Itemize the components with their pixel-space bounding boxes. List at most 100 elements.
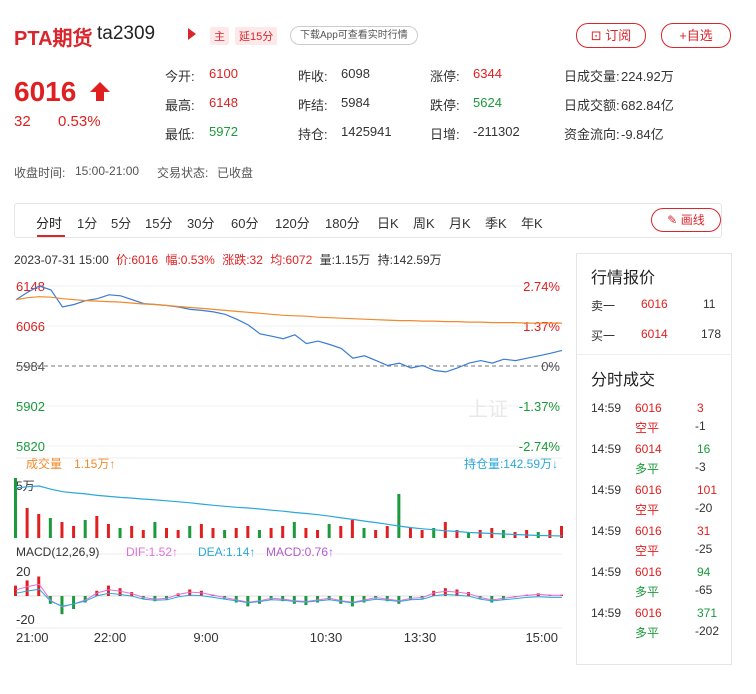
stat-label: 日增: xyxy=(430,127,460,142)
macd-bar xyxy=(106,585,110,596)
stat-value: 1425941 xyxy=(341,124,392,139)
macd-bar xyxy=(455,589,459,596)
macd-bar xyxy=(292,596,296,604)
trade-volume: 101 xyxy=(697,483,718,497)
info-bar: 2023-07-31 15:00 价:6016 幅:0.53% 涨跌:32 均:… xyxy=(14,251,446,268)
trades-panel-title: 分时成交 xyxy=(591,372,656,389)
tab-4[interactable]: 30分 xyxy=(187,216,215,231)
stat-label: 涨停: xyxy=(430,69,460,84)
macd-bar xyxy=(339,596,343,604)
trade-volume: 94 xyxy=(697,565,711,579)
volume-bar xyxy=(397,494,401,538)
add-favorite-button[interactable]: +自选 xyxy=(661,23,731,48)
tab-6[interactable]: 120分 xyxy=(275,216,310,231)
trade-time: 14:59 xyxy=(591,524,622,538)
quote-panel-title: 行情报价 xyxy=(591,270,656,287)
tab-10[interactable]: 月K xyxy=(449,216,471,231)
tab-0[interactable]: 分时 xyxy=(36,216,63,231)
stat-value: 6100 xyxy=(209,66,238,81)
macd-bar xyxy=(188,589,192,596)
y-tick-right: -1.37% xyxy=(519,399,561,414)
macd-bar xyxy=(37,576,41,596)
tab-8[interactable]: 日K xyxy=(377,216,399,231)
volume-bar xyxy=(211,528,215,538)
stat-label: 持仓: xyxy=(298,127,328,142)
x-tick: 10:30 xyxy=(310,630,343,645)
volume-bar xyxy=(14,478,17,538)
volume-bar xyxy=(420,530,424,538)
stat-label: 日成交量: xyxy=(564,69,620,84)
download-app-button[interactable]: 下载App可查看实时行情 xyxy=(290,26,418,45)
price-change: 32 xyxy=(14,113,31,130)
macd-bar xyxy=(316,596,320,603)
volume-bar xyxy=(48,518,52,538)
tab-12[interactable]: 年K xyxy=(521,216,543,231)
trade-delta: -202 xyxy=(695,624,720,638)
macd-bar xyxy=(118,588,122,596)
stat-label: 昨结: xyxy=(298,98,328,113)
trade-type: 多平 xyxy=(635,462,660,476)
bid-volume: 178 xyxy=(701,327,722,341)
trade-volume: 3 xyxy=(697,401,704,415)
stat-value: 6344 xyxy=(473,66,502,81)
volume-bar xyxy=(316,530,320,538)
volume-bar xyxy=(432,528,436,538)
volume-bar xyxy=(281,526,285,538)
stat-value: 5624 xyxy=(473,95,502,110)
ask-volume: 11 xyxy=(703,297,716,311)
up-arrow-stem xyxy=(96,91,104,101)
info-hold: 持:142.59万 xyxy=(377,253,442,267)
tab-7[interactable]: 180分 xyxy=(325,216,360,231)
close-time-label: 收盘时间: xyxy=(14,166,66,180)
macd-bar xyxy=(60,596,64,615)
info-price: 价:6016 xyxy=(116,253,159,267)
tab-1[interactable]: 1分 xyxy=(77,216,98,231)
tab-9[interactable]: 周K xyxy=(413,216,435,231)
volume-bar xyxy=(304,528,308,538)
volume-bar xyxy=(525,530,529,538)
macd-tick-top: 20 xyxy=(16,564,30,579)
dif-line xyxy=(15,583,562,608)
volume-bar xyxy=(455,530,459,538)
play-icon[interactable] xyxy=(188,28,196,40)
macd-bar xyxy=(246,596,250,607)
trade-time: 14:59 xyxy=(591,606,622,620)
subscribe-button[interactable]: ⊡ 订阅 xyxy=(576,23,646,48)
volume-bar xyxy=(385,526,389,538)
up-arrow-icon xyxy=(90,82,110,92)
trade-type: 空平 xyxy=(635,544,660,558)
volume-bar xyxy=(118,528,122,538)
volume-bar xyxy=(350,520,354,538)
tab-2[interactable]: 5分 xyxy=(111,216,132,231)
y-tick-left: 5820 xyxy=(16,439,45,454)
tab-3[interactable]: 15分 xyxy=(145,216,173,231)
ask-label: 卖一 xyxy=(591,299,616,313)
price-change-pct: 0.53% xyxy=(58,113,101,130)
trade-delta: -3 xyxy=(695,460,706,474)
volume-bar xyxy=(374,530,378,538)
volume-bar xyxy=(60,522,64,538)
stat-value: 6148 xyxy=(209,95,238,110)
volume-label: 成交量 xyxy=(26,456,62,471)
stat-value: -9.84亿 xyxy=(621,127,664,142)
macd-tick-bottom: -20 xyxy=(16,612,35,627)
trade-type: 空平 xyxy=(635,421,660,435)
instrument-code: ta2309 xyxy=(97,23,156,44)
trade-volume: 371 xyxy=(697,606,718,620)
subscribe-icon: ⊡ xyxy=(590,28,602,43)
stat-label: 最高: xyxy=(165,98,195,113)
tab-11[interactable]: 季K xyxy=(485,216,507,231)
volume-bar xyxy=(467,532,471,538)
volume-axis-label: 5万 xyxy=(16,479,35,493)
y-tick-left: 6066 xyxy=(16,319,45,334)
volume-bar xyxy=(327,524,331,538)
bid-label: 买一 xyxy=(591,329,616,343)
intraday-chart[interactable]: 上证 6148 6066 5984 5902 5820 2.74% 1.37% 0% -1.37%… xyxy=(0,270,570,655)
trade-type: 空平 xyxy=(635,503,660,517)
draw-line-button[interactable]: ✎ 画线 xyxy=(651,208,721,232)
tab-5[interactable]: 60分 xyxy=(231,216,259,231)
volume-bar xyxy=(72,526,76,538)
trade-volume: 31 xyxy=(697,524,711,538)
volume-bar xyxy=(339,526,343,538)
volume-bar xyxy=(478,530,482,538)
